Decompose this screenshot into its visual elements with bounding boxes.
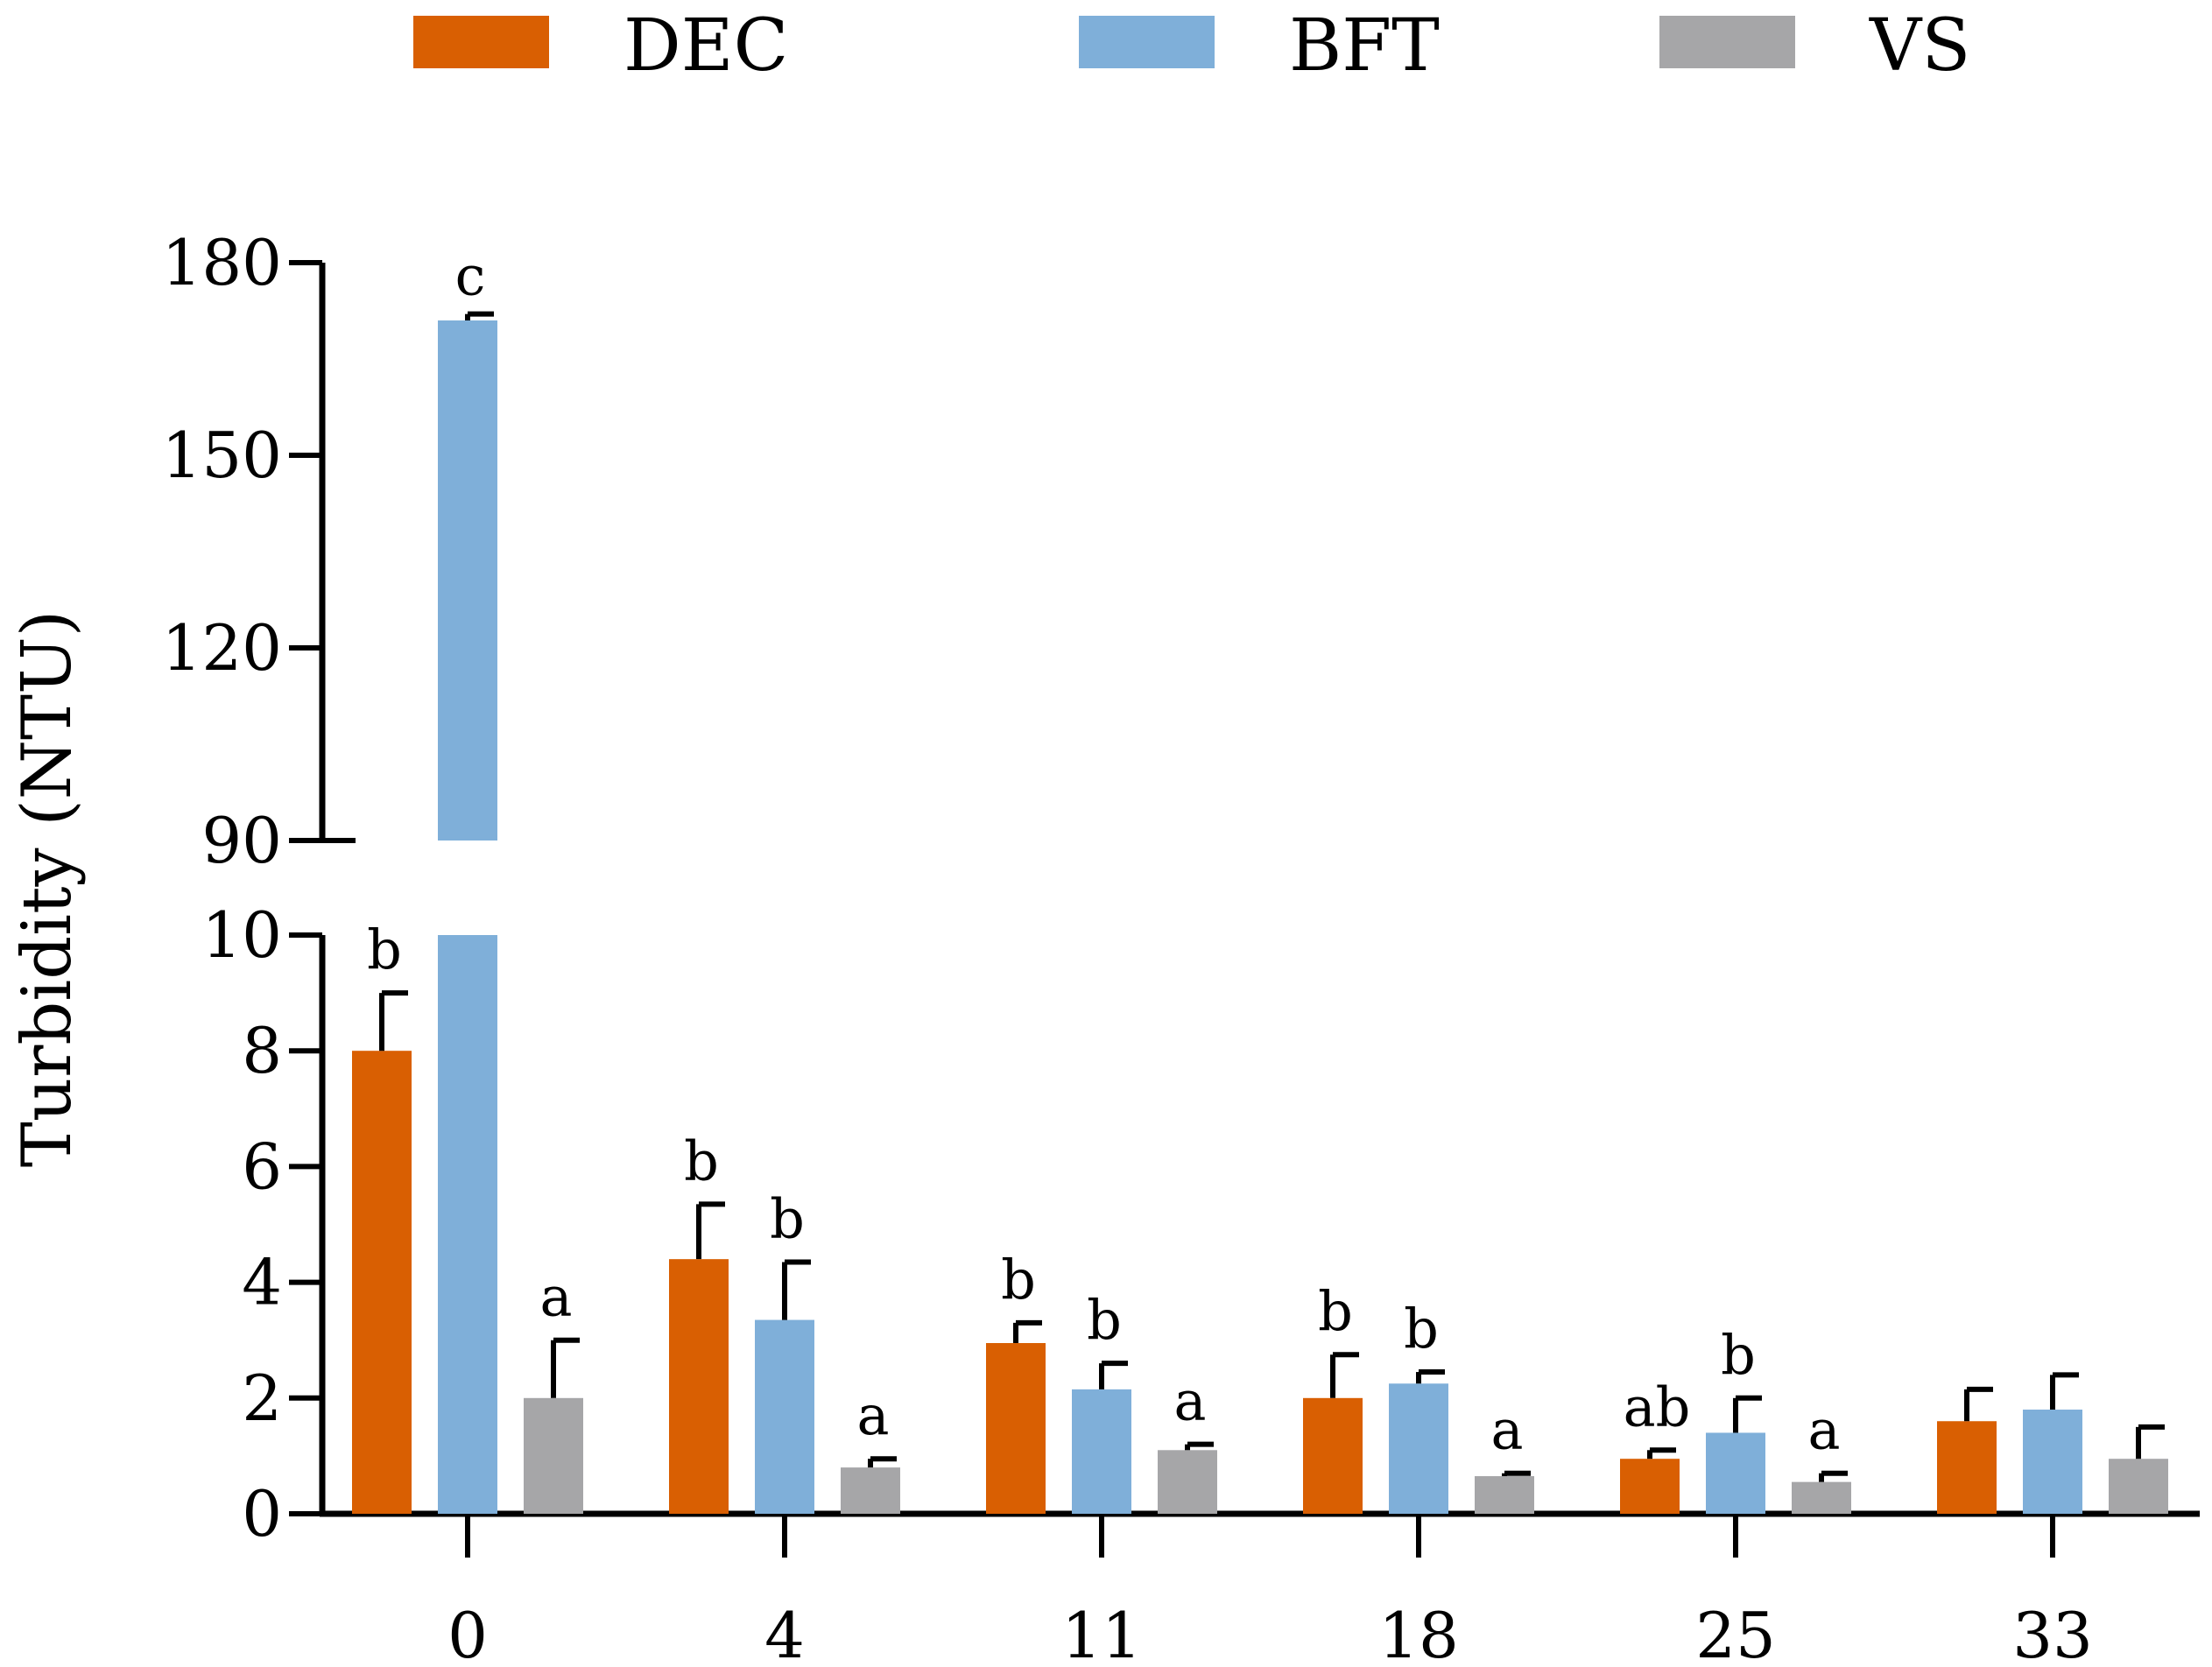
bar-dec-25 (1620, 1459, 1680, 1514)
bar-dec-33 (1937, 1421, 1997, 1514)
legend-label-dec: DEC (623, 4, 788, 88)
y-tick-label-6: 6 (242, 1129, 282, 1203)
legend-label-bft: BFT (1289, 4, 1440, 88)
y-tick-label-10: 10 (201, 898, 282, 972)
bar-vs-0 (524, 1397, 583, 1514)
x-tick-label-0: 0 (447, 1599, 488, 1667)
bar-dec-4 (669, 1259, 729, 1514)
y-tick-label-150: 150 (162, 419, 282, 492)
bar-dec-11 (986, 1343, 1046, 1514)
bar-bft-25 (1706, 1432, 1765, 1514)
bar-dec-18 (1303, 1397, 1363, 1514)
x-tick-label-18: 18 (1378, 1599, 1459, 1667)
significance-letter-vs-25: a (1808, 1398, 1841, 1462)
bar-vs-11 (1158, 1450, 1217, 1514)
significance-letter-vs-18: a (1491, 1398, 1524, 1462)
x-tick-label-33: 33 (2012, 1599, 2093, 1667)
significance-letter-vs-11: a (1174, 1369, 1207, 1433)
significance-letter-dec-11: b (1001, 1248, 1036, 1312)
bar-vs-18 (1475, 1476, 1534, 1514)
significance-letter-bft-18: b (1404, 1297, 1439, 1361)
significance-letter-bft-11: b (1087, 1288, 1122, 1352)
x-tick-label-11: 11 (1061, 1599, 1142, 1667)
axes: 0 2 4 6 8 10 90 120 150 180 0 4 11 18 25 33 (162, 226, 2200, 1667)
x-tick-label-4: 4 (764, 1599, 805, 1667)
significance-letter-bft-0: c (455, 244, 486, 308)
legend: DEC BFT VS (413, 4, 1970, 88)
bar-vs-25 (1792, 1481, 1851, 1514)
significance-letter-vs-4: a (857, 1383, 890, 1447)
legend-label-vs: VS (1869, 4, 1970, 88)
bar-bft-11 (1072, 1389, 1131, 1514)
y-tick-label-120: 120 (162, 611, 282, 685)
y-tick-label-180: 180 (162, 226, 282, 299)
significance-letter-dec-18: b (1318, 1279, 1353, 1343)
significance-letter-dec-25: ab (1624, 1375, 1691, 1438)
legend-swatch-dec (413, 16, 549, 68)
bar-bft-33 (2023, 1410, 2082, 1514)
y-tick-label-0: 0 (242, 1477, 282, 1551)
legend-swatch-bft (1079, 16, 1215, 68)
bar-bft-4 (755, 1319, 814, 1514)
bar-bft-0-upper (438, 320, 497, 841)
y-axis-title: Turbidity (NTU) (8, 610, 87, 1167)
y-tick-label-4: 4 (242, 1246, 282, 1319)
y-tick-label-8: 8 (242, 1014, 282, 1087)
bar-vs-4 (841, 1467, 900, 1514)
bar-vs-33 (2109, 1459, 2168, 1514)
bar-bft-18 (1389, 1383, 1448, 1514)
significance-letter-bft-4: b (770, 1186, 805, 1250)
bar-dec-0 (352, 1051, 412, 1514)
significance-letter-dec-0: b (367, 918, 402, 981)
x-tick-label-25: 25 (1695, 1599, 1776, 1667)
y-tick-label-90: 90 (201, 804, 282, 877)
significance-letter-bft-25: b (1721, 1323, 1756, 1387)
significance-letter-dec-4: b (684, 1129, 719, 1192)
bar-bft-0-lower (438, 935, 497, 1514)
significance-letter-vs-0: a (540, 1265, 573, 1329)
y-tick-label-2: 2 (242, 1361, 282, 1435)
legend-swatch-vs (1659, 16, 1795, 68)
